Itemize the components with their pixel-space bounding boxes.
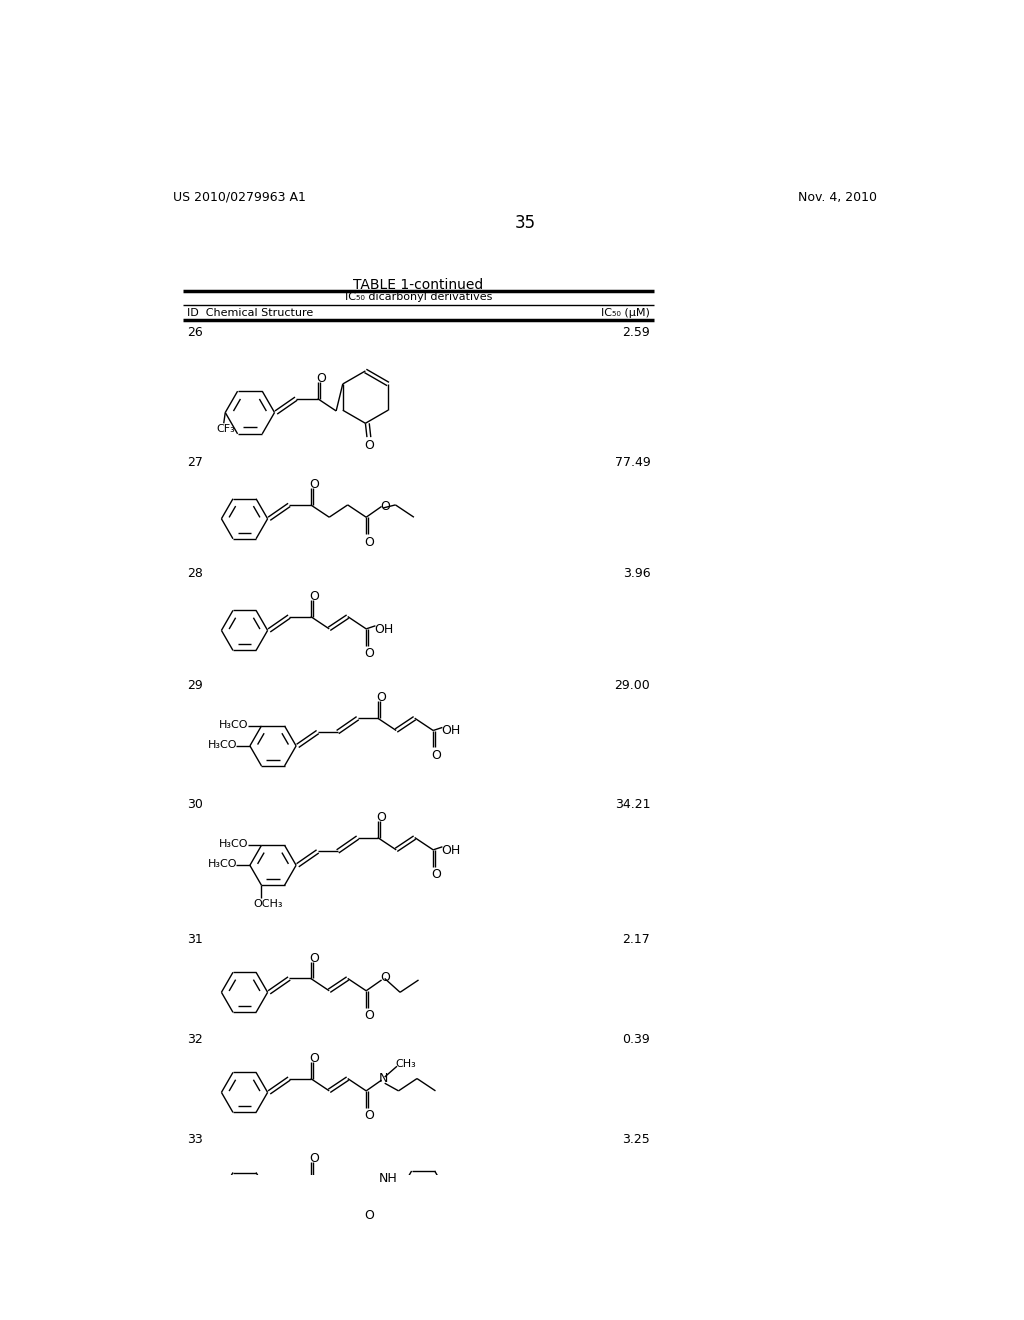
Text: O: O xyxy=(365,536,375,549)
Text: O: O xyxy=(364,438,374,451)
Text: OH: OH xyxy=(374,623,393,636)
Text: O: O xyxy=(365,1010,375,1022)
Text: 29.00: 29.00 xyxy=(614,678,650,692)
Text: O: O xyxy=(365,1209,375,1222)
Text: O: O xyxy=(380,970,390,983)
Text: OH: OH xyxy=(441,843,460,857)
Text: 27: 27 xyxy=(186,455,203,469)
Text: O: O xyxy=(432,869,441,882)
Text: O: O xyxy=(309,1151,319,1164)
Text: 3.25: 3.25 xyxy=(623,1133,650,1146)
Text: 2.59: 2.59 xyxy=(623,326,650,339)
Text: NH: NH xyxy=(379,1172,397,1185)
Text: IC₅₀ (μM): IC₅₀ (μM) xyxy=(601,308,650,318)
Text: O: O xyxy=(380,500,390,513)
Text: O: O xyxy=(365,647,375,660)
Text: 31: 31 xyxy=(186,933,203,946)
Text: O: O xyxy=(309,1052,319,1065)
Text: Nov. 4, 2010: Nov. 4, 2010 xyxy=(799,190,878,203)
Text: ID  Chemical Structure: ID Chemical Structure xyxy=(186,308,313,318)
Text: 0.39: 0.39 xyxy=(623,1034,650,1047)
Text: IC₅₀ dicarbonyl derivatives: IC₅₀ dicarbonyl derivatives xyxy=(345,293,493,302)
Text: H₃CO: H₃CO xyxy=(208,859,238,869)
Text: OH: OH xyxy=(441,725,460,738)
Text: 29: 29 xyxy=(186,678,203,692)
Text: CH₃: CH₃ xyxy=(395,1059,416,1068)
Text: O: O xyxy=(365,1109,375,1122)
Text: 32: 32 xyxy=(186,1034,203,1047)
Text: O: O xyxy=(309,952,319,965)
Text: H₃CO: H₃CO xyxy=(208,739,238,750)
Text: 3.96: 3.96 xyxy=(623,568,650,581)
Text: 77.49: 77.49 xyxy=(614,455,650,469)
Text: O: O xyxy=(376,692,386,705)
Text: H₃CO: H₃CO xyxy=(219,719,249,730)
Text: O: O xyxy=(316,372,326,384)
Text: O: O xyxy=(376,810,386,824)
Text: 35: 35 xyxy=(514,214,536,232)
Text: 34.21: 34.21 xyxy=(614,799,650,812)
Text: O: O xyxy=(309,478,319,491)
Text: 28: 28 xyxy=(186,568,203,581)
Text: CF₃: CF₃ xyxy=(216,424,234,434)
Text: 30: 30 xyxy=(186,799,203,812)
Text: O: O xyxy=(432,748,441,762)
Text: N: N xyxy=(379,1072,388,1085)
Text: 33: 33 xyxy=(186,1133,203,1146)
Text: H₃CO: H₃CO xyxy=(219,840,249,849)
Text: TABLE 1-continued: TABLE 1-continued xyxy=(353,277,483,292)
Text: OCH₃: OCH₃ xyxy=(254,899,284,909)
Text: US 2010/0279963 A1: US 2010/0279963 A1 xyxy=(173,190,306,203)
Text: O: O xyxy=(309,590,319,603)
Text: 2.17: 2.17 xyxy=(623,933,650,946)
Text: 26: 26 xyxy=(186,326,203,339)
